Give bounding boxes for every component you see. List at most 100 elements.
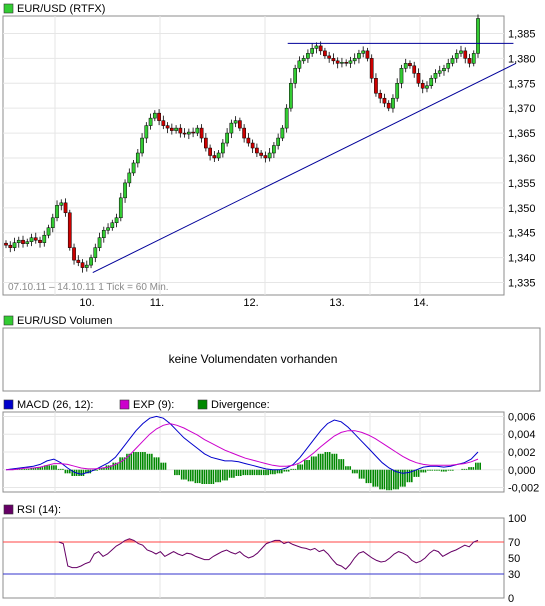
candle-body	[29, 237, 34, 242]
candle-body	[157, 112, 161, 121]
candle-body	[38, 239, 42, 243]
candle-body	[97, 237, 102, 248]
candle-body	[467, 58, 472, 64]
price-trendlines	[92, 42, 517, 274]
candle-body	[63, 202, 68, 214]
candle-body	[369, 58, 374, 79]
price-y-tick: 1,340	[508, 253, 536, 265]
macd-y-tick: 0,000	[508, 465, 536, 477]
macd-y-tick: 0,004	[508, 429, 536, 441]
candle-body	[25, 241, 30, 244]
candle-body	[357, 53, 361, 59]
candle-body	[255, 147, 259, 154]
price-y-tick: 1,335	[508, 278, 536, 290]
volume-empty-message: keine Volumendaten vorhanden	[169, 352, 338, 366]
volume-frame	[2, 327, 541, 392]
price-y-tick: 1,380	[508, 53, 536, 65]
candle-body	[118, 197, 123, 219]
candle-body	[127, 172, 132, 184]
candle-body	[408, 63, 412, 67]
candle-body	[46, 227, 51, 236]
price-x-axis: 10. 11. 12. 13. 14.	[79, 297, 428, 309]
macd-grid	[3, 412, 504, 492]
candle-body	[471, 53, 476, 64]
candle-body	[289, 83, 293, 109]
price-panel: EUR/USD (RTFX) 1,335 1,340 1,345 1,350 1,355…	[2, 3, 536, 309]
candle-body	[446, 63, 451, 69]
macd-legend-swatch	[3, 399, 14, 410]
candle-body	[463, 50, 468, 59]
candle-body	[204, 137, 208, 149]
candle-body	[101, 229, 106, 238]
macd-y-tick: 0,002	[508, 447, 536, 459]
rsi-panel: RSI (14): 100 70 50 30 0	[2, 504, 526, 605]
price-y-tick: 1,345	[508, 228, 536, 240]
candle-body	[429, 78, 434, 87]
macd-lines	[5, 415, 479, 475]
candle-body	[348, 60, 353, 64]
candle-body	[191, 131, 195, 134]
candle-body	[67, 212, 72, 248]
price-legend-swatch	[3, 3, 14, 14]
macd-divergence-bars	[9, 452, 482, 491]
candle-body	[352, 58, 357, 62]
price-title: EUR/USD (RTFX)	[17, 3, 105, 15]
candle-body	[301, 58, 306, 62]
candle-body	[21, 239, 25, 244]
price-y-tick: 1,355	[508, 178, 536, 190]
divergence-legend-swatch	[197, 399, 208, 410]
rsi-y-tick: 50	[508, 553, 520, 565]
candle-body	[212, 155, 217, 159]
candle-body	[454, 53, 459, 59]
candle-body	[374, 78, 378, 94]
price-x-tick: 13.	[329, 297, 344, 309]
candle-body	[12, 242, 17, 248]
candle-body	[238, 120, 242, 129]
candle-body	[233, 120, 238, 124]
candle-body	[420, 83, 425, 89]
candle-body	[8, 244, 13, 248]
candle-body	[327, 55, 332, 59]
candle-body	[186, 131, 191, 135]
candle-body	[318, 45, 323, 52]
candle-body	[135, 152, 140, 164]
candle-body	[16, 239, 21, 243]
candle-body	[33, 237, 38, 241]
price-x-tick: 11.	[150, 297, 164, 309]
candle-body	[84, 264, 89, 268]
candle-body	[450, 58, 455, 64]
candle-body	[178, 127, 183, 134]
candle-body	[284, 107, 289, 129]
candle-body	[323, 50, 327, 57]
candle-body	[391, 97, 395, 109]
candle-body	[55, 205, 59, 219]
candle-body	[382, 97, 387, 104]
rsi-y-tick: 30	[508, 569, 520, 581]
candle-body	[106, 227, 110, 231]
price-grid	[3, 16, 504, 295]
rsi-grid	[3, 518, 504, 598]
candle-body	[76, 259, 81, 263]
candle-body	[242, 127, 246, 139]
candle-body	[50, 217, 55, 228]
price-candles	[4, 14, 480, 273]
price-y-tick: 1,360	[508, 153, 536, 165]
candle-body	[4, 242, 8, 246]
candle-body	[174, 127, 178, 131]
candle-body	[425, 85, 429, 89]
candle-body	[331, 58, 336, 62]
candle-body	[169, 127, 174, 131]
candle-body	[93, 247, 98, 258]
candle-body	[152, 112, 157, 119]
candle-body	[276, 137, 280, 146]
rsi-title: RSI (14):	[17, 504, 61, 516]
candle-body	[344, 62, 349, 64]
candle-body	[80, 262, 85, 268]
macd-line	[5, 415, 479, 475]
candle-body	[229, 122, 234, 134]
candle-body	[459, 50, 463, 54]
macd-y-tick: 0,006	[508, 411, 536, 423]
candle-body	[221, 142, 225, 154]
candle-body	[335, 60, 340, 64]
